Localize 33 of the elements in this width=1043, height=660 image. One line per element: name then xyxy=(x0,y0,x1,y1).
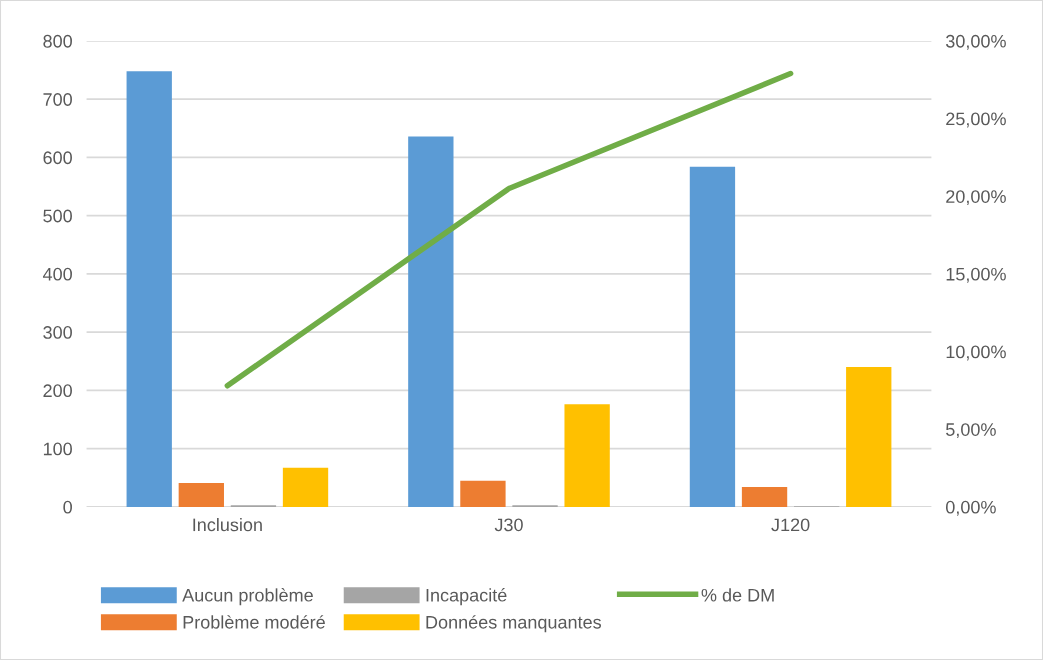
bar xyxy=(178,483,224,507)
y2-tick-label: 25,00% xyxy=(946,112,1006,128)
y-tick-label: 500 xyxy=(43,209,72,223)
y-tick-label: 700 xyxy=(43,93,72,106)
bar xyxy=(689,166,736,507)
bar xyxy=(564,404,610,507)
y2-tick-label: 30,00% xyxy=(945,34,1006,50)
y-tick-label: 100 xyxy=(43,442,72,456)
x-tick-label: J30 xyxy=(494,518,523,532)
legend-label: % de DM xyxy=(701,588,774,602)
bar xyxy=(846,367,892,507)
y2-tick-label: 20,00% xyxy=(946,190,1006,206)
bar xyxy=(126,71,172,507)
y-tick-label: 200 xyxy=(43,384,72,398)
y2-tick-label: 15,00% xyxy=(946,267,1006,283)
y-tick-label: 0 xyxy=(63,500,72,514)
legend-label: Données manquantes xyxy=(426,615,601,633)
legend-label: Incapacité xyxy=(426,588,507,606)
x-tick-label: Inclusion xyxy=(193,517,262,532)
legend-label: Aucun problème xyxy=(182,588,313,606)
bar xyxy=(408,136,454,507)
bar xyxy=(741,487,788,507)
y-tick-label: 300 xyxy=(43,326,72,339)
bar xyxy=(460,480,506,507)
y-tick-label: 800 xyxy=(43,34,72,48)
y-tick-label: 400 xyxy=(42,267,72,281)
x-tick-label: J120 xyxy=(771,518,810,532)
bar xyxy=(282,467,329,507)
legend-label: Problème modéré xyxy=(183,615,325,629)
y-tick-label: 600 xyxy=(43,151,72,165)
y2-tick-label: 0,00% xyxy=(945,500,996,516)
y2-tick-label: 5,00% xyxy=(946,423,996,439)
y2-tick-label: 10,00% xyxy=(946,345,1006,361)
